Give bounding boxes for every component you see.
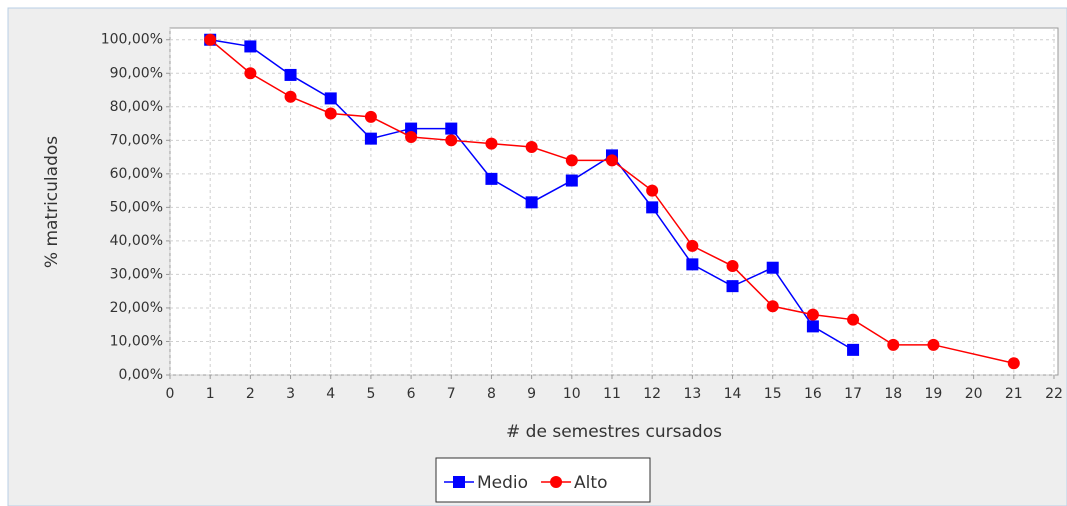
data-point <box>324 107 337 120</box>
x-tick-label: 8 <box>487 386 496 402</box>
x-tick-label: 6 <box>407 386 416 402</box>
y-tick-label: 100,00% <box>101 32 163 48</box>
y-tick-label: 0,00% <box>119 367 163 383</box>
data-point <box>525 141 538 154</box>
y-tick-label: 80,00% <box>110 99 163 115</box>
data-point <box>646 184 659 197</box>
legend-label: Medio <box>477 473 528 493</box>
data-point <box>887 338 900 351</box>
x-tick-label: 16 <box>804 386 822 402</box>
x-tick-label: 3 <box>286 386 295 402</box>
x-tick-label: 13 <box>683 386 701 402</box>
data-point <box>244 40 257 53</box>
y-axis-label: % matriculados <box>42 136 62 268</box>
data-point <box>525 196 538 209</box>
y-tick-label: 40,00% <box>110 233 163 249</box>
data-point <box>284 90 297 103</box>
y-tick-label: 70,00% <box>110 132 163 148</box>
data-point <box>806 320 819 333</box>
x-tick-label: 11 <box>603 386 621 402</box>
x-tick-label: 4 <box>326 386 335 402</box>
y-tick-label: 90,00% <box>110 65 163 81</box>
data-point <box>565 154 578 167</box>
x-tick-label: 17 <box>844 386 862 402</box>
data-point <box>445 122 458 135</box>
data-point <box>485 172 498 185</box>
data-point <box>364 110 377 123</box>
data-point <box>847 313 860 326</box>
data-point <box>485 137 498 150</box>
x-tick-label: 18 <box>884 386 902 402</box>
x-tick-label: 1 <box>206 386 215 402</box>
y-tick-label: 30,00% <box>110 266 163 282</box>
x-tick-label: 9 <box>527 386 536 402</box>
x-tick-label: 0 <box>166 386 175 402</box>
x-tick-label: 10 <box>563 386 581 402</box>
x-tick-label: 2 <box>246 386 255 402</box>
data-point <box>605 154 618 167</box>
y-tick-label: 10,00% <box>110 333 163 349</box>
data-point <box>445 134 458 147</box>
data-point <box>284 68 297 81</box>
data-point <box>646 201 659 214</box>
legend-label: Alto <box>574 473 607 493</box>
data-point <box>686 239 699 252</box>
data-point <box>405 130 418 143</box>
data-point <box>847 343 860 356</box>
plot-area <box>169 27 1059 376</box>
x-tick-label: 7 <box>447 386 456 402</box>
data-point <box>766 261 779 274</box>
data-point <box>927 338 940 351</box>
legend-marker <box>550 476 563 488</box>
x-axis-label: # de semestres cursados <box>506 422 722 442</box>
y-tick-label: 20,00% <box>110 300 163 316</box>
data-point <box>364 132 377 145</box>
x-tick-label: 15 <box>764 386 782 402</box>
x-tick-label: 20 <box>965 386 983 402</box>
y-tick-label: 60,00% <box>110 166 163 182</box>
data-point <box>244 67 257 80</box>
y-tick-label: 50,00% <box>110 199 163 215</box>
data-point <box>766 300 779 313</box>
x-tick-label: 22 <box>1045 386 1063 402</box>
data-point <box>405 122 418 135</box>
data-point <box>565 174 578 187</box>
x-tick-label: 5 <box>366 386 375 402</box>
x-tick-label: 21 <box>1005 386 1023 402</box>
series-line <box>209 39 1014 364</box>
x-tick-label: 12 <box>643 386 661 402</box>
data-point <box>726 260 739 273</box>
legend-box <box>435 457 651 503</box>
data-point <box>806 308 819 321</box>
data-point <box>726 280 739 293</box>
data-point <box>204 33 217 46</box>
data-point <box>324 92 337 105</box>
data-point <box>1007 357 1020 370</box>
data-point <box>686 258 699 271</box>
x-tick-label: 14 <box>724 386 742 402</box>
x-tick-label: 19 <box>925 386 943 402</box>
legend-marker <box>453 476 465 488</box>
